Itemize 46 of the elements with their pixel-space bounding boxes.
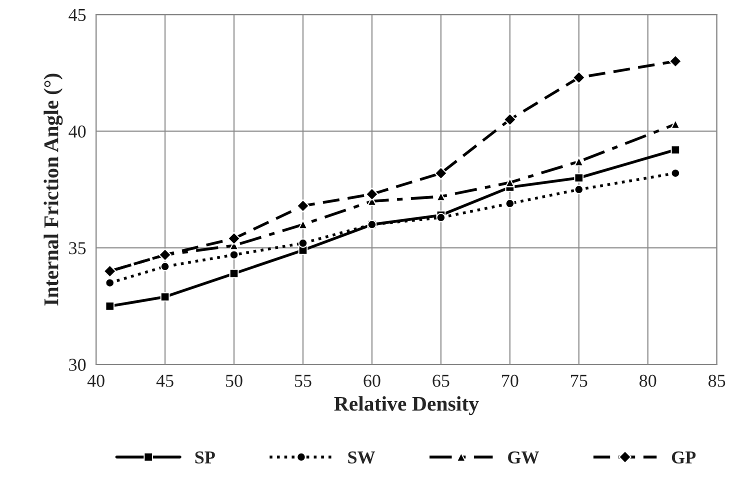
point — [670, 168, 680, 178]
point — [298, 220, 308, 230]
point — [160, 292, 170, 302]
point — [574, 156, 584, 166]
x-tick-label: 50 — [226, 374, 242, 387]
legend-label: GW — [508, 451, 539, 464]
legend-label: SP — [195, 451, 215, 464]
legend-label: GP — [672, 451, 696, 464]
point — [669, 54, 682, 68]
point — [296, 199, 310, 212]
x-tick-label: 70 — [502, 374, 518, 387]
point — [505, 198, 515, 208]
y-tick-label: 40 — [68, 125, 86, 138]
point — [572, 71, 586, 84]
point — [503, 113, 516, 126]
x-tick-label: 55 — [295, 374, 312, 387]
x-tick-label: 60 — [364, 374, 380, 387]
point — [367, 220, 377, 230]
x-tick-label: 80 — [640, 374, 656, 387]
point — [505, 178, 515, 188]
point — [228, 232, 240, 245]
point — [436, 212, 446, 222]
y-tick-label: 45 — [68, 8, 86, 22]
point — [366, 188, 378, 201]
y-tick-label: 35 — [69, 242, 86, 254]
legend-label: SW — [348, 451, 376, 464]
point — [574, 173, 584, 183]
point — [670, 120, 680, 129]
point — [105, 301, 115, 311]
point — [574, 184, 584, 194]
point — [105, 278, 115, 288]
point — [229, 268, 239, 278]
y-axis-title: Internal Friction Angle (°) — [44, 74, 63, 306]
point — [434, 166, 448, 180]
point — [160, 262, 170, 272]
y-tick-label: 30 — [69, 358, 86, 371]
x-tick-label: 75 — [571, 374, 588, 387]
point — [229, 250, 239, 260]
x-axis-title: Relative Density — [334, 396, 479, 416]
point — [298, 238, 308, 248]
x-tick-label: 85 — [708, 374, 726, 387]
x-tick-label: 45 — [156, 374, 174, 387]
point — [436, 192, 446, 202]
point — [670, 145, 680, 155]
x-tick-label: 40 — [87, 374, 104, 387]
x-tick-label: 65 — [432, 374, 450, 387]
